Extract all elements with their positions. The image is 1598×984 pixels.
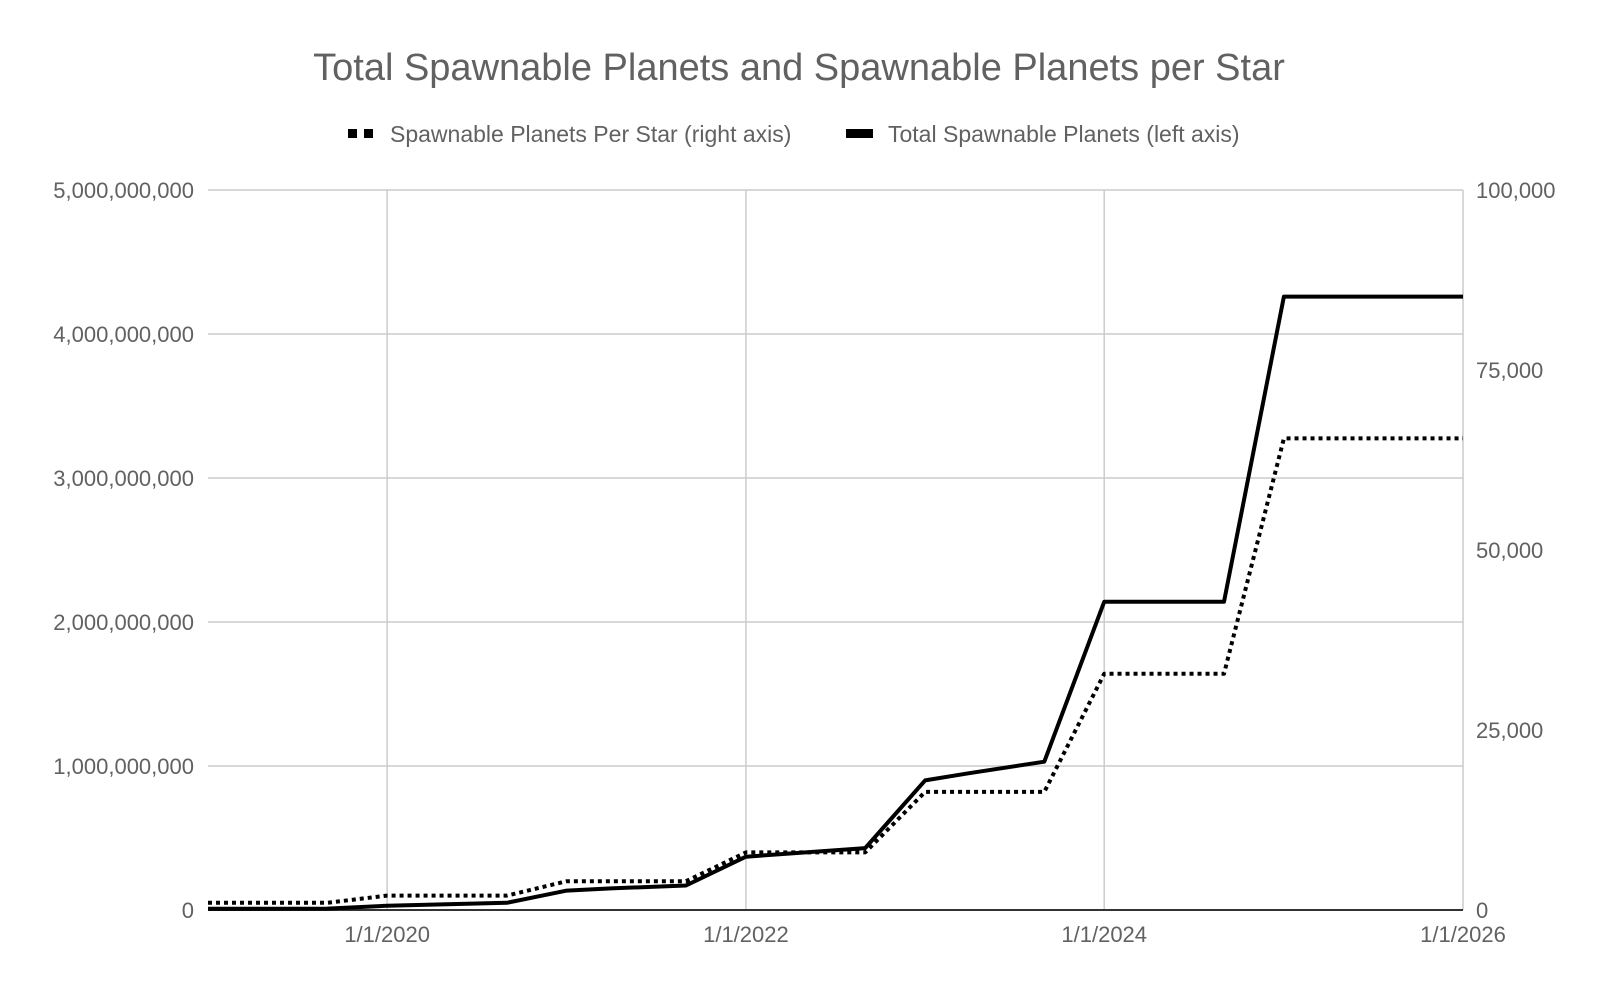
y-right-tick-label: 25,000 (1476, 718, 1543, 743)
y-right-tick-label: 100,000 (1476, 178, 1556, 203)
y-left-tick-label: 0 (182, 898, 194, 923)
legend-swatch-per-star (348, 129, 357, 138)
series-layer (207, 294, 1463, 911)
series-line-total (207, 294, 1463, 911)
grid (208, 189, 1464, 910)
x-tick-label: 1/1/2024 (1061, 922, 1147, 947)
legend: Spawnable Planets Per Star (right axis) T… (348, 121, 1240, 147)
chart-title: Total Spawnable Planets and Spawnable Pl… (313, 47, 1285, 89)
legend-swatch-per-star (364, 129, 373, 138)
y-left-tick-label: 4,000,000,000 (53, 322, 194, 347)
y-left-tick-label: 1,000,000,000 (53, 754, 194, 779)
axes: 0 1,000,000,000 2,000,000,000 3,000,000,000… (53, 178, 1555, 947)
y-left-tick-label: 2,000,000,000 (53, 610, 194, 635)
series-line-per-star (208, 436, 1463, 905)
y-left-tick-label: 3,000,000,000 (53, 466, 194, 491)
y-right-tick-label: 50,000 (1476, 538, 1543, 563)
y-left-tick-label: 5,000,000,000 (53, 178, 194, 203)
legend-swatch-total (846, 129, 873, 138)
x-tick-label: 1/1/2026 (1420, 922, 1506, 947)
y-right-tick-label: 75,000 (1476, 358, 1543, 383)
legend-label: Total Spawnable Planets (left axis) (888, 121, 1240, 147)
x-tick-label: 1/1/2020 (344, 922, 430, 947)
x-tick-label: 1/1/2022 (703, 922, 789, 947)
legend-label: Spawnable Planets Per Star (right axis) (390, 121, 791, 147)
y-right-tick-label: 0 (1476, 898, 1488, 923)
